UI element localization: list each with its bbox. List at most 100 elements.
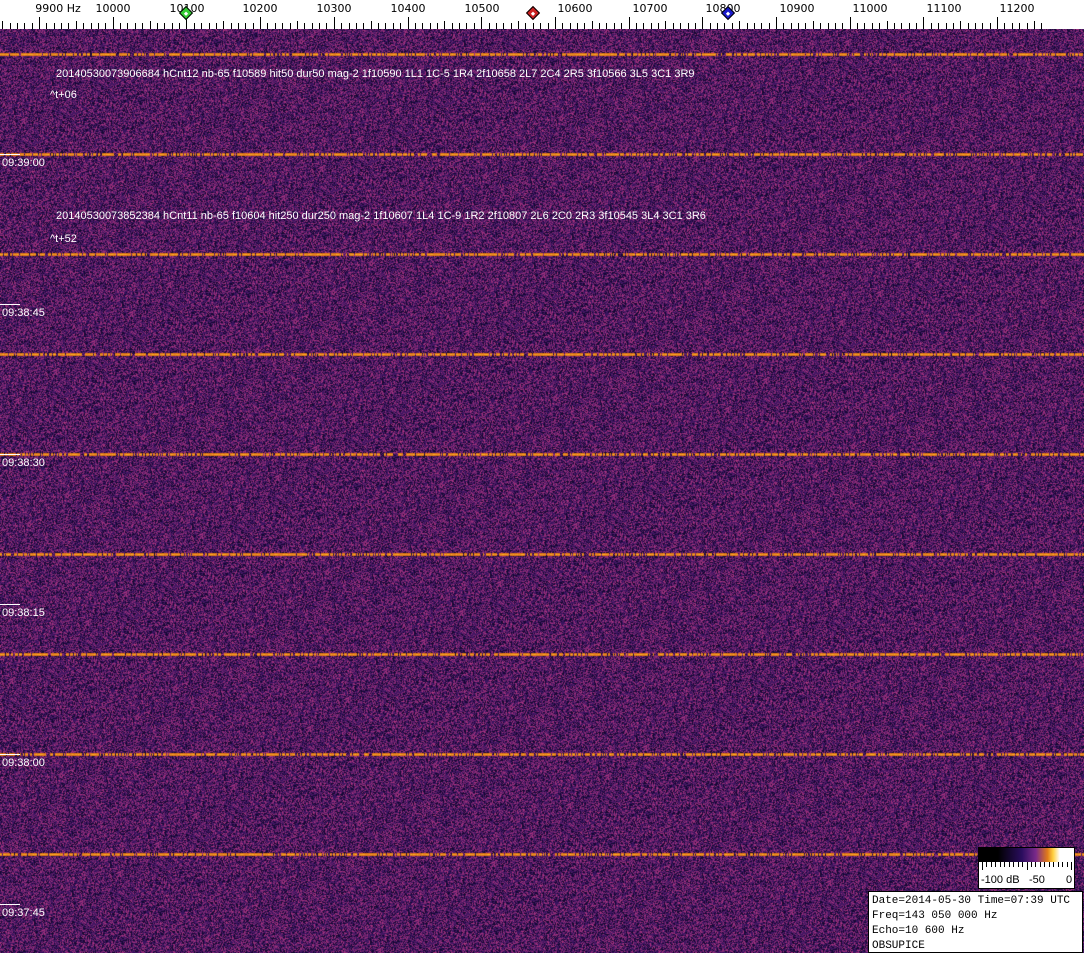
axis-tick (245, 23, 246, 29)
axis-tick (857, 23, 858, 29)
axis-label: 10700 (632, 2, 668, 15)
axis-tick (253, 23, 254, 29)
axis-tick (732, 23, 733, 29)
axis-tick (1041, 23, 1042, 29)
colorbar-tick (1008, 862, 1010, 867)
axis-tick (489, 23, 490, 29)
axis-tick (953, 23, 954, 29)
detection-annotation: 20140530073906684 hCnt12 nb-65 f10589 hi… (56, 68, 695, 80)
axis-tick (223, 21, 224, 29)
time-tick (0, 454, 20, 455)
axis-tick (408, 17, 409, 29)
axis-tick (850, 17, 851, 29)
axis-tick (150, 21, 151, 29)
axis-label: 10900 (779, 2, 815, 15)
axis-tick (430, 23, 431, 29)
axis-tick (83, 23, 84, 29)
axis-tick (363, 23, 364, 29)
axis-tick (113, 17, 114, 29)
axis-tick (923, 17, 924, 29)
colorbar-tick (982, 862, 983, 870)
axis-tick (540, 23, 541, 29)
colorbar-tick (1071, 862, 1072, 870)
axis-tick (326, 23, 327, 29)
axis-tick (842, 23, 843, 29)
axis-label: 10000 (95, 2, 131, 15)
axis-tick (570, 23, 571, 29)
colorbar-tick (999, 862, 1001, 867)
axis-tick (975, 23, 976, 29)
axis-tick (997, 17, 998, 29)
axis-tick (179, 23, 180, 29)
axis-tick (459, 23, 460, 29)
axis-tick (835, 23, 836, 29)
axis-tick (172, 23, 173, 29)
axis-tick (864, 23, 865, 29)
axis-tick (548, 23, 549, 29)
colorbar-tick (1057, 862, 1059, 867)
axis-tick (805, 23, 806, 29)
axis-unit-label: 9900 Hz (35, 2, 81, 15)
axis-tick (39, 17, 40, 29)
axis-tick (481, 17, 482, 29)
axis-tick (194, 23, 195, 29)
axis-tick (584, 23, 585, 29)
axis-tick (201, 23, 202, 29)
axis-tick (946, 23, 947, 29)
axis-tick (894, 23, 895, 29)
axis-tick (1034, 21, 1035, 29)
axis-tick (776, 17, 777, 29)
axis-tick (828, 23, 829, 29)
axis-tick (982, 23, 983, 29)
axis-tick (304, 23, 305, 29)
axis-tick (990, 23, 991, 29)
colorbar-label-max: 0 (1066, 874, 1073, 886)
axis-tick (916, 23, 917, 29)
colorbar-tick (1053, 862, 1055, 867)
axis-tick (400, 23, 401, 29)
axis-tick (135, 23, 136, 29)
axis-label: 10400 (390, 2, 426, 15)
frequency-axis: 9900 Hz 10000 10100 10200 10300 10400 10… (0, 0, 1084, 29)
axis-label: 11000 (852, 2, 888, 15)
axis-tick (931, 23, 932, 29)
axis-tick (614, 23, 615, 29)
axis-tick (216, 23, 217, 29)
time-label: 09:38:45 (2, 307, 45, 319)
axis-tick (452, 23, 453, 29)
axis-tick (312, 23, 313, 29)
colorbar-tick (1066, 862, 1068, 867)
axis-tick (798, 23, 799, 29)
waterfall-spectrogram (0, 29, 1084, 953)
axis-tick (378, 23, 379, 29)
axis-tick (518, 21, 519, 29)
axis-tick (415, 23, 416, 29)
axis-tick (437, 23, 438, 29)
colorbar-legend: -100 dB -50 0 (978, 847, 1075, 889)
time-tick (0, 304, 20, 305)
axis-tick (393, 23, 394, 29)
axis-tick (503, 23, 504, 29)
axis-tick (260, 17, 261, 29)
axis-tick (621, 23, 622, 29)
axis-tick (629, 17, 630, 29)
axis-tick (783, 23, 784, 29)
axis-tick (105, 23, 106, 29)
time-tick (0, 154, 20, 155)
axis-label: 10500 (464, 2, 500, 15)
axis-tick (157, 23, 158, 29)
axis-label: 10200 (242, 2, 278, 15)
axis-tick (164, 23, 165, 29)
colorbar-tick (1013, 862, 1015, 867)
colorbar-tick (1048, 862, 1050, 867)
axis-tick (238, 23, 239, 29)
axis-tick (879, 23, 880, 29)
red-marker-icon[interactable] (525, 5, 540, 21)
axis-tick (695, 23, 696, 29)
axis-tick (127, 23, 128, 29)
colorbar-tick (990, 862, 992, 867)
axis-tick (717, 23, 718, 29)
axis-tick (820, 23, 821, 29)
axis-tick (747, 23, 748, 29)
colorbar-tick (986, 862, 988, 867)
